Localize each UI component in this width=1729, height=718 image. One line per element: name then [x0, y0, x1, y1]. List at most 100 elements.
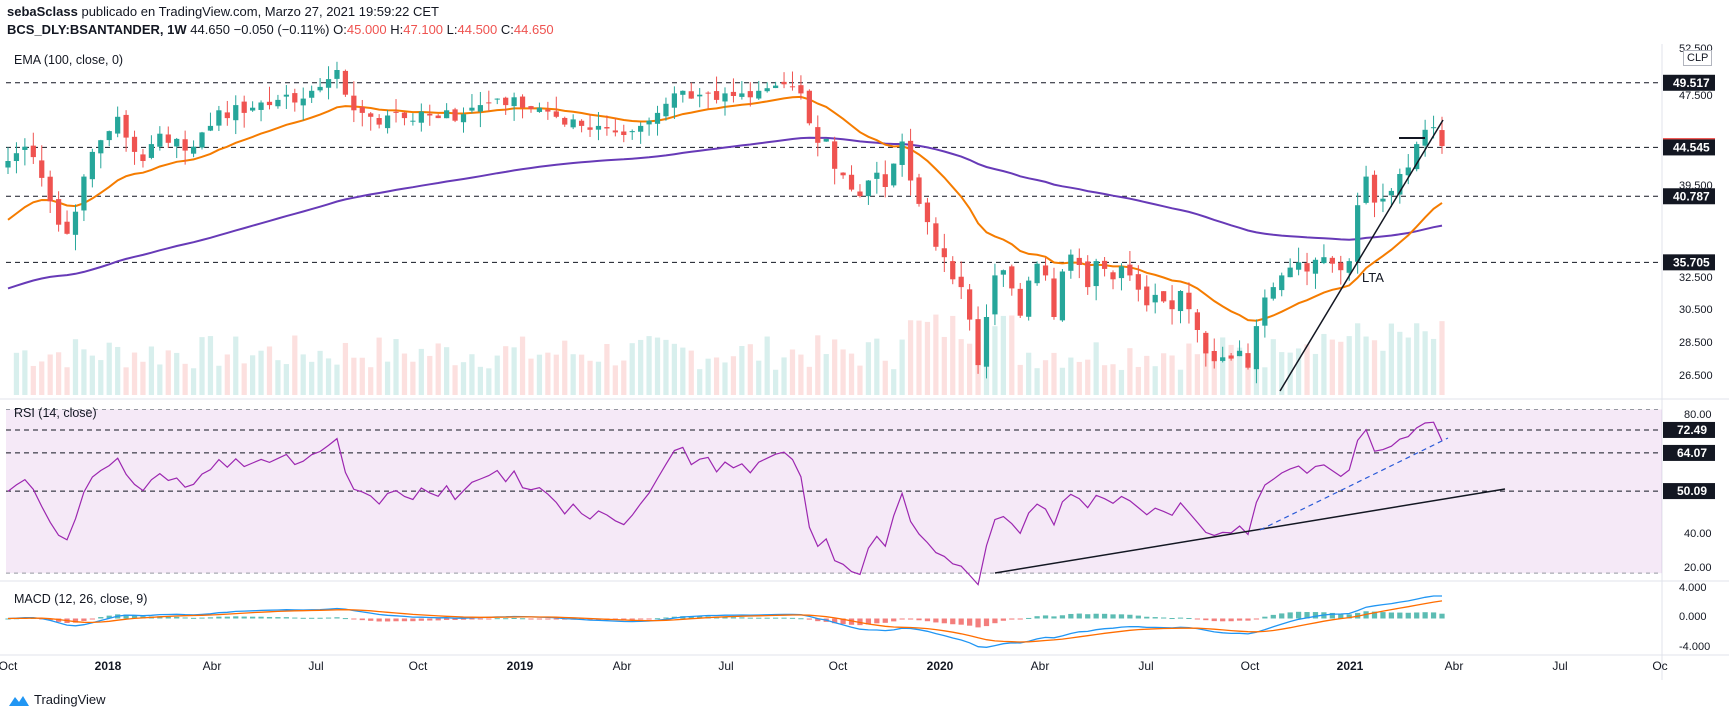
volume-bar: [967, 343, 973, 395]
volume-bar: [342, 342, 349, 395]
volume-bar: [486, 368, 492, 395]
volume-bar: [30, 365, 36, 395]
candle: [1110, 272, 1116, 280]
macd-histogram-bar: [789, 617, 796, 619]
macd-histogram-bar: [916, 618, 922, 621]
candle: [519, 96, 526, 108]
volume-bar: [1363, 336, 1369, 395]
macd-histogram-bar: [874, 618, 880, 624]
candle: [545, 109, 551, 112]
volume-bar: [857, 365, 863, 395]
macd-histogram-bar: [1135, 615, 1141, 619]
candle: [1085, 261, 1091, 288]
volume-bar: [806, 366, 812, 395]
x-axis-tick-label: Jul: [1138, 659, 1153, 673]
macd-histogram-bar: [1194, 618, 1200, 620]
macd-histogram-bar: [359, 618, 365, 621]
candle: [933, 223, 939, 247]
macd-histogram-bar: [258, 616, 264, 619]
candle: [1009, 266, 1015, 289]
candle: [148, 144, 155, 158]
volume-bar: [1177, 369, 1184, 395]
macd-histogram-bar: [1186, 617, 1192, 619]
volume-bar: [224, 354, 230, 395]
candle: [1186, 292, 1192, 310]
volume-bar: [216, 365, 222, 395]
x-axis-tick-label: 2020: [927, 659, 954, 673]
macd-histogram-bar: [519, 618, 526, 620]
macd-histogram-bar: [435, 618, 441, 621]
volume-bar: [1026, 352, 1032, 395]
macd-histogram-bar: [241, 616, 247, 619]
macd-histogram-bar: [334, 617, 340, 619]
volume-bar: [1321, 333, 1327, 395]
volume-bar: [401, 353, 408, 395]
symbol-label[interactable]: BCS_DLY:BSANTANDER, 1W: [7, 22, 187, 37]
volume-bar: [1430, 338, 1437, 395]
macd-histogram-bar: [950, 618, 956, 625]
volume-bar: [1186, 343, 1192, 395]
rsi-label[interactable]: RSI (14, close): [14, 406, 97, 420]
volume-bar: [1371, 340, 1378, 395]
candle: [1279, 275, 1285, 291]
candle: [983, 317, 990, 367]
volume-bar: [300, 354, 306, 395]
volume-bar: [452, 365, 458, 395]
price-label: 44.545: [1673, 140, 1710, 154]
open-value: 45.000: [346, 22, 387, 37]
macd-tick-label: -4.000: [1679, 641, 1710, 653]
volume-bar: [325, 358, 332, 395]
macd-histogram-bar: [730, 617, 737, 619]
candle: [5, 161, 11, 168]
candle: [1194, 312, 1200, 330]
macd-histogram-bar: [1017, 618, 1023, 620]
macd-histogram-bar: [342, 618, 349, 620]
volume-bar: [275, 360, 281, 395]
volume-bar: [553, 354, 559, 395]
macd-histogram-bar: [688, 616, 694, 619]
macd-histogram-bar: [309, 617, 315, 619]
price-label-box: [1663, 254, 1715, 271]
candle: [81, 176, 87, 211]
macd-histogram-bar: [1430, 612, 1437, 619]
volume-bar: [1051, 352, 1057, 395]
candle: [325, 79, 332, 88]
volume-bar: [1245, 360, 1251, 395]
candle: [992, 275, 998, 315]
candle: [1034, 263, 1040, 284]
macd-histogram-bar: [89, 618, 95, 620]
macd-histogram-bar: [1329, 612, 1335, 619]
candle: [250, 107, 256, 111]
macd-histogram-bar: [1042, 615, 1049, 619]
candle: [1051, 278, 1057, 317]
volume-bar: [621, 360, 627, 395]
macd-histogram-bar: [207, 617, 214, 619]
volume-bar: [697, 369, 703, 395]
candle: [22, 146, 28, 150]
macd-histogram-bar: [1397, 612, 1403, 619]
volume-bar: [907, 320, 914, 395]
volume-bar: [1161, 353, 1167, 395]
candle: [587, 127, 593, 130]
candle: [182, 139, 188, 151]
volume-bar: [266, 346, 273, 395]
candle: [1101, 260, 1108, 269]
macd-histogram-bar: [494, 618, 500, 620]
volume-bar: [1059, 367, 1066, 395]
macd-histogram-bar: [469, 618, 475, 620]
author-name[interactable]: sebaSclass: [7, 4, 78, 19]
ema-label[interactable]: EMA (100, close, 0): [14, 53, 124, 67]
volume-bar: [1127, 348, 1133, 395]
macd-histogram-bar: [983, 618, 990, 627]
volume-bar: [1405, 337, 1411, 395]
candle: [64, 221, 70, 234]
candle: [857, 191, 863, 197]
candle: [722, 93, 728, 102]
volume-bar: [241, 363, 247, 395]
volume-bar: [81, 349, 87, 395]
macd-histogram-bar: [55, 618, 62, 622]
macd-label[interactable]: MACD (12, 26, close, 9): [14, 592, 148, 606]
tradingview-brand[interactable]: TradingView: [8, 692, 106, 707]
candle: [359, 106, 365, 113]
